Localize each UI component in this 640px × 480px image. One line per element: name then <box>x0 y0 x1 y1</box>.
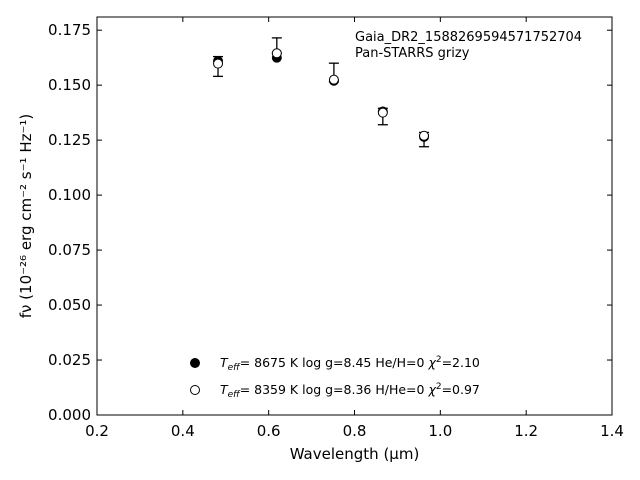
annotation-source-id: Gaia_DR2_1588269594571752704 <box>355 30 582 45</box>
x-tick-label: 0.4 <box>171 422 195 440</box>
model-point-open <box>419 130 430 141</box>
legend: Teff= 8675 K log g=8.45 He/H=0 χ2=2.10 T… <box>190 355 480 400</box>
model-point-open <box>377 107 388 118</box>
x-tick-label: 0.8 <box>343 422 367 440</box>
legend-entry-1: Teff= 8675 K log g=8.45 He/H=0 χ2=2.10 <box>220 355 480 373</box>
legend-marker-open <box>190 385 200 395</box>
model-point-open <box>213 58 224 69</box>
x-tick-label: 1.2 <box>514 422 538 440</box>
y-tick-label: 0.050 <box>48 296 91 314</box>
x-axis: 0.2 0.4 0.6 0.8 1.0 1.2 1.4 <box>85 17 624 440</box>
x-tick-label: 0.2 <box>85 422 109 440</box>
y-tick-label: 0.025 <box>48 351 91 369</box>
x-tick-label: 1.4 <box>600 422 624 440</box>
y-tick-label: 0.075 <box>48 241 91 259</box>
y-axis: 0.000 0.025 0.050 0.075 0.100 0.125 0.150 0.175 <box>48 21 612 424</box>
y-axis-title: fν (10⁻²⁶ erg cm⁻² s⁻¹ Hz⁻¹) <box>17 114 35 319</box>
y-tick-label: 0.150 <box>48 76 91 94</box>
x-tick-label: 0.6 <box>257 422 281 440</box>
y-tick-label: 0.125 <box>48 131 91 149</box>
y-tick-label: 0.100 <box>48 186 91 204</box>
legend-marker-filled <box>190 358 200 368</box>
model-point-open <box>328 74 339 85</box>
y-tick-label: 0.175 <box>48 21 91 39</box>
annotation-survey: Pan-STARRS grizy <box>355 46 470 61</box>
legend-entry-2: Teff= 8359 K log g=8.36 H/He=0 χ2=0.97 <box>220 382 480 400</box>
x-tick-label: 1.0 <box>428 422 452 440</box>
x-axis-title: Wavelength (μm) <box>290 445 420 463</box>
data-marks <box>213 37 430 148</box>
model-point-open <box>271 48 282 59</box>
y-tick-label: 0.000 <box>48 406 91 424</box>
